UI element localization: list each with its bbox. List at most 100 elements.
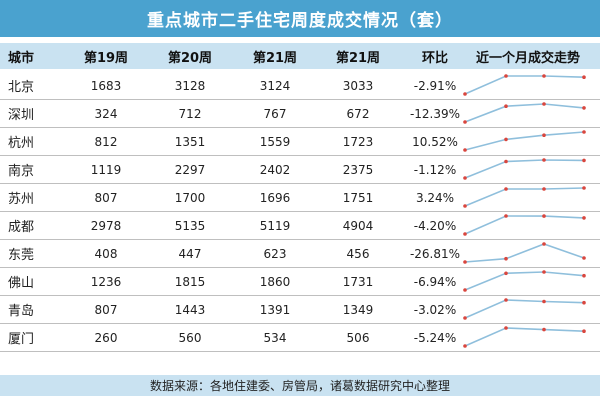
- table-header: 城市 第19周 第20周 第21周 第21周 环比 近一个月成交走势: [0, 43, 600, 69]
- week-19-cell: 812: [94, 134, 118, 149]
- trend-point: [463, 288, 467, 292]
- week-20-cell: 2297: [174, 162, 206, 177]
- week-19-cell: 807: [94, 302, 118, 317]
- week-20-cell: 560: [178, 330, 202, 345]
- week-20-cell: 1443: [174, 302, 206, 317]
- week-21-b-cell: 1751: [342, 190, 374, 205]
- trend-point: [463, 92, 467, 96]
- trend-point: [542, 299, 546, 304]
- trend-line: [464, 327, 585, 347]
- table-row: 北京 1683 3128 3124 3033 -2.91%: [0, 72, 600, 100]
- trend-sparkline: [463, 130, 586, 152]
- city-cell: 深圳: [8, 108, 35, 123]
- week-21-b-cell: 1349: [342, 302, 374, 317]
- header-city: 城市: [8, 50, 35, 66]
- change-cell: -1.12%: [413, 162, 457, 177]
- week-20-cell: 5135: [174, 218, 206, 233]
- city-cell: 青岛: [8, 304, 35, 319]
- week-20-cell: 1351: [174, 134, 206, 149]
- trend-line: [464, 271, 585, 291]
- trend-point: [463, 344, 467, 348]
- header-week-21-b: 第21周: [335, 50, 381, 66]
- trend-point: [542, 133, 546, 137]
- change-cell: -3.02%: [413, 302, 457, 317]
- week-21-b-cell: 672: [346, 106, 370, 121]
- week-21-b-cell: 4904: [342, 218, 374, 233]
- trend-point: [582, 158, 586, 163]
- table-body: 北京 1683 3128 3124 3033 -2.91% 深圳 324 712 767 672 -1…: [0, 72, 600, 352]
- city-cell: 佛山: [8, 276, 35, 291]
- city-cell: 杭州: [8, 136, 35, 151]
- trend-point: [504, 326, 508, 330]
- week-21-a-cell: 3124: [259, 78, 291, 93]
- header-week-21-a: 第21周: [252, 50, 298, 66]
- week-20-cell: 1700: [174, 190, 206, 205]
- trend-point: [504, 214, 508, 218]
- week-21-a-cell: 1696: [259, 190, 291, 205]
- trend-point: [463, 148, 467, 152]
- trend-point: [463, 176, 467, 180]
- week-21-b-cell: 1723: [342, 134, 374, 149]
- trend-sparkline: [463, 74, 586, 96]
- table-row: 杭州 812 1351 1559 1723 10.52%: [0, 128, 600, 156]
- header-change: 环比: [421, 50, 448, 66]
- trend-line: [464, 103, 585, 123]
- table-row: 东莞 408 447 623 456 -26.81%: [0, 240, 600, 268]
- trend-line: [464, 243, 585, 263]
- trend-line: [464, 75, 585, 95]
- table-title: 重点城市二手住宅周度成交情况（套）: [0, 0, 600, 37]
- trend-line: [464, 215, 585, 235]
- trend-point: [582, 130, 586, 134]
- trend-sparkline: [463, 270, 586, 292]
- trend-point: [542, 242, 546, 246]
- table-row: 深圳 324 712 767 672 -12.39%: [0, 100, 600, 128]
- change-cell: -2.91%: [413, 78, 457, 93]
- trend-point: [504, 137, 508, 142]
- trend-sparkline: [463, 102, 586, 124]
- trend-point: [504, 159, 508, 164]
- week-21-b-cell: 506: [346, 330, 370, 345]
- week-20-cell: 3128: [174, 78, 206, 93]
- header-week-19: 第19周: [83, 50, 129, 66]
- trend-line: [464, 187, 585, 207]
- trend-point: [463, 232, 467, 236]
- header-trend: 近一个月成交走势: [475, 50, 580, 66]
- change-cell: -4.20%: [413, 218, 457, 233]
- week-19-cell: 1236: [90, 274, 122, 289]
- city-cell: 东莞: [8, 248, 35, 263]
- data-source-note: 数据来源：各地住建委、房管局，诸葛数据研究中心整理: [0, 375, 600, 396]
- week-19-cell: 2978: [90, 218, 122, 233]
- week-21-a-cell: 5119: [259, 218, 291, 233]
- week-20-cell: 1815: [174, 274, 206, 289]
- change-cell: 3.24%: [415, 190, 455, 205]
- week-21-a-cell: 1860: [259, 274, 291, 289]
- week-21-b-cell: 1731: [342, 274, 374, 289]
- trend-sparkline: [463, 158, 586, 180]
- table-row: 苏州 807 1700 1696 1751 3.24%: [0, 184, 600, 212]
- week-21-b-cell: 2375: [342, 162, 374, 177]
- trend-point: [582, 256, 586, 260]
- trend-point: [463, 120, 467, 124]
- trend-point: [504, 298, 508, 302]
- trend-point: [582, 273, 586, 278]
- trend-sparkline: [463, 298, 586, 320]
- change-cell: -5.24%: [413, 330, 457, 345]
- trend-point: [542, 327, 546, 332]
- trend-point: [504, 104, 508, 108]
- trend-point: [542, 187, 546, 191]
- trend-point: [582, 186, 586, 190]
- trend-point: [504, 271, 508, 276]
- week-19-cell: 324: [94, 106, 118, 121]
- city-cell: 成都: [8, 220, 35, 235]
- trend-point: [542, 102, 546, 106]
- trend-sparkline: [463, 242, 586, 264]
- table-row: 佛山 1236 1815 1860 1731 -6.94%: [0, 268, 600, 296]
- table-row: 青岛 807 1443 1391 1349 -3.02%: [0, 296, 600, 324]
- trend-line: [464, 131, 585, 151]
- trend-sparkline: [463, 214, 586, 236]
- trend-point: [542, 270, 546, 274]
- trend-point: [582, 75, 586, 79]
- week-20-cell: 712: [178, 106, 202, 121]
- change-cell: -12.39%: [409, 106, 461, 121]
